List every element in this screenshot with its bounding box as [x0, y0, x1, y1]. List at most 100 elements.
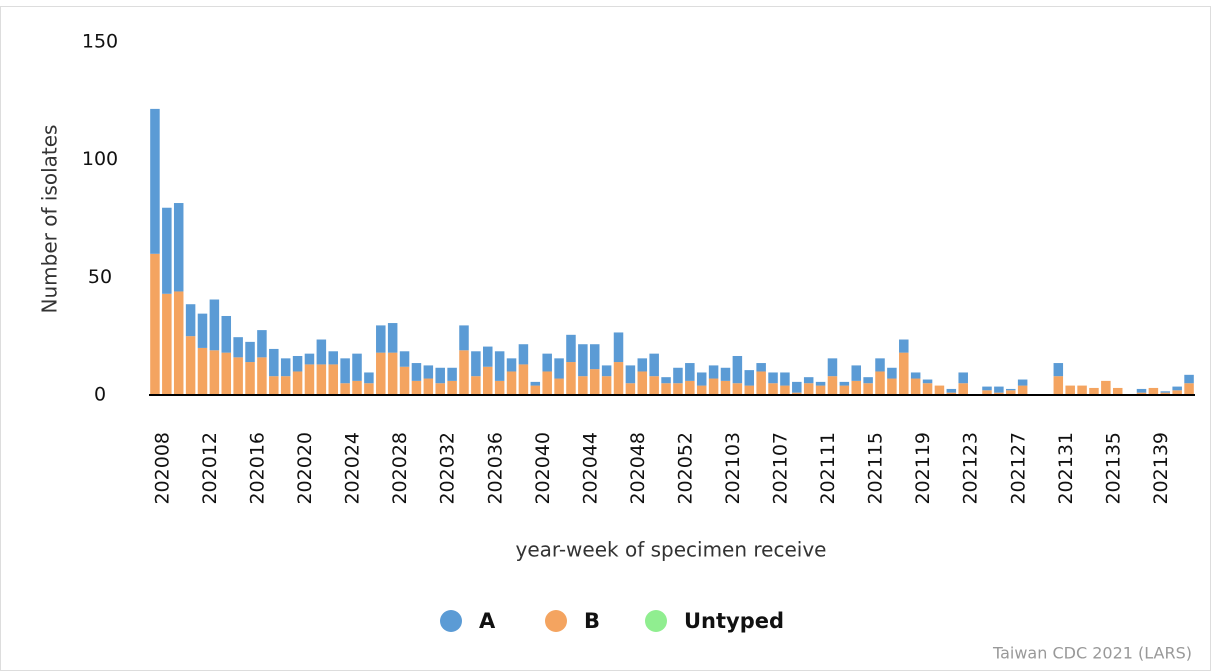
bar-segment — [1077, 385, 1087, 395]
bar-segment — [150, 108, 160, 254]
bar-segment — [637, 358, 648, 372]
x-tick-label: 202119 — [912, 432, 934, 505]
bar-segment — [233, 337, 243, 358]
bar-segment — [494, 380, 505, 395]
bar-segment — [661, 383, 671, 395]
bar-segment — [601, 365, 612, 377]
bar-segment — [233, 357, 243, 395]
x-tick-label: 202016 — [247, 432, 269, 505]
bar-segment — [732, 355, 743, 384]
bar-segment — [720, 380, 731, 395]
bar-segment — [506, 358, 517, 372]
bar-segment — [423, 365, 434, 379]
bar-segment — [483, 346, 493, 367]
x-tick-label: 202024 — [342, 432, 364, 505]
bar-segment — [887, 367, 897, 379]
x-axis-title: year-week of specimen receive — [516, 538, 827, 562]
bar-segment — [792, 381, 802, 393]
bar-segment — [1160, 392, 1171, 395]
bar-segment — [411, 363, 422, 381]
bar-segment — [863, 383, 873, 395]
x-tick-label: 202131 — [1055, 432, 1077, 505]
bar-segment — [803, 383, 814, 395]
bar-segment — [1101, 380, 1111, 395]
bar-segment — [471, 351, 481, 377]
bar-segment — [673, 383, 683, 395]
bar-segment — [197, 313, 208, 348]
bar-segment — [518, 364, 529, 395]
bar-segment — [685, 380, 695, 395]
bar-segment — [708, 365, 719, 379]
bar-segment — [613, 362, 624, 395]
bar-segment — [328, 351, 338, 365]
x-tick-label: 202115 — [865, 432, 887, 505]
bar-segment — [304, 353, 315, 365]
bar-segment — [304, 364, 315, 395]
bar-segment — [471, 376, 481, 395]
bar-segment — [173, 203, 184, 292]
x-tick-label: 202012 — [199, 432, 221, 505]
bar-segment — [946, 392, 957, 395]
x-tick-label: 202107 — [770, 432, 792, 505]
bar-segment — [863, 377, 873, 384]
bar-segment — [399, 351, 410, 367]
bar-segment — [756, 371, 766, 395]
bar-segment — [542, 353, 552, 372]
bar-segment — [827, 376, 838, 395]
bar-segment — [1184, 383, 1194, 395]
bar-segment — [364, 383, 374, 395]
x-tick-label: 202139 — [1150, 432, 1172, 505]
source-credit: Taiwan CDC 2021 (LARS) — [992, 644, 1192, 663]
bar-segment — [922, 379, 933, 384]
bar-segment — [1136, 392, 1147, 395]
y-tick-label: 100 — [82, 148, 118, 170]
bar-segment — [185, 304, 196, 337]
bar-segment — [435, 367, 445, 384]
bar-segment — [209, 350, 220, 395]
bar-segment — [1172, 390, 1182, 395]
bar-segment — [387, 323, 398, 353]
x-tick-label: 202111 — [817, 432, 839, 505]
bar-segment — [197, 347, 208, 395]
bar-segment — [708, 378, 719, 395]
y-axis-title: Number of isolates — [38, 125, 62, 314]
bar-segment — [1148, 387, 1159, 395]
bar-segment — [875, 371, 885, 395]
bar-segment — [1172, 386, 1182, 391]
bar-segment — [696, 372, 707, 386]
bar-segment — [542, 371, 552, 395]
bar-segment — [447, 367, 457, 381]
bar-segment — [851, 365, 861, 381]
bar-segment — [269, 376, 279, 395]
legend-marker — [440, 610, 462, 632]
bar-segment — [435, 383, 445, 395]
bar-segment — [257, 330, 267, 358]
bar-segment — [518, 344, 529, 365]
legend-label: A — [479, 609, 496, 633]
bar-segment — [910, 378, 921, 395]
bar-segment — [423, 378, 434, 395]
legend-marker — [545, 610, 567, 632]
bar-segment — [685, 363, 695, 381]
bar-segment — [768, 383, 778, 395]
bar-segment — [340, 383, 350, 395]
bar-segment — [1065, 385, 1075, 395]
bar-segment — [589, 344, 600, 370]
bar-segment — [399, 366, 410, 395]
legend-label: B — [584, 609, 600, 633]
x-tick-label: 202040 — [532, 432, 554, 505]
bar-segment — [1112, 387, 1123, 395]
bar-segment — [245, 362, 255, 395]
bar-segment — [387, 352, 398, 395]
bar-segment — [827, 358, 838, 377]
x-tick-label: 202036 — [484, 432, 506, 505]
bar-segment — [1053, 376, 1064, 395]
bar-segment — [566, 362, 576, 395]
bar-segment — [875, 358, 885, 372]
bar-segment — [316, 339, 327, 365]
bar-segment — [1136, 388, 1147, 393]
bar-segment — [1160, 391, 1171, 393]
x-tick-label: 202020 — [294, 432, 316, 505]
